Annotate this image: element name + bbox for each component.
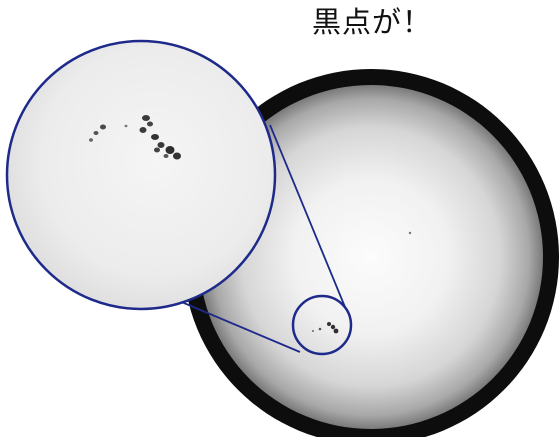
zoom-callout-border [5,39,277,311]
sunspot [139,127,147,133]
sunspot [163,154,169,158]
zoom-connector-line [269,124,346,308]
sunspot [147,121,153,127]
zoom-callout [5,39,277,311]
caption-text: 黒点が！ [312,5,433,39]
sunspot [100,124,106,130]
sunspot [165,146,175,154]
zoom-source-circle [291,294,353,356]
sunspot [327,322,331,326]
sun-photosphere [199,85,543,429]
sunspot-group-enlarged [89,115,181,160]
sun-disk [183,69,559,437]
sunspot-group-small [312,322,339,334]
sunspot [142,115,150,121]
sunspot [312,330,314,332]
sunspot [157,142,165,148]
sunspot [173,152,181,160]
sunspot [89,138,93,142]
sunspot [154,147,160,153]
sunspot [151,134,159,140]
sunspot [93,131,99,135]
sunspot [318,327,322,331]
sunspot [124,124,128,128]
sunspot [330,324,336,330]
faint-spot [408,231,412,235]
sunspot [333,328,339,334]
